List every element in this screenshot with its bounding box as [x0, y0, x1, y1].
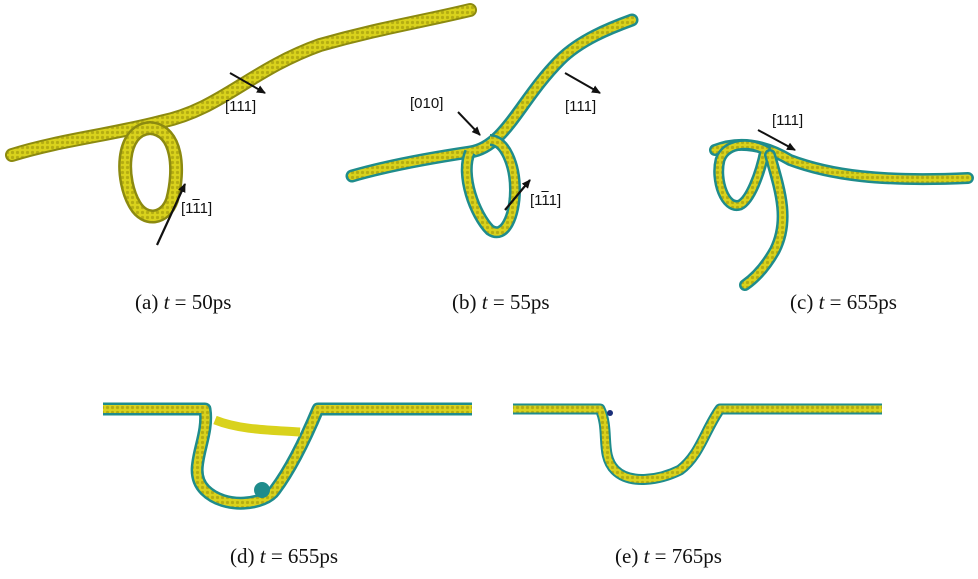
panel-d-dislocation-line [103, 402, 472, 510]
panel-b-label-111: [111] [565, 98, 597, 115]
caption-b: (b) t = 55ps [452, 290, 550, 314]
panel-c-arrow-111 [757, 129, 796, 151]
panel-b-arrow-1m11 [504, 179, 531, 211]
panel-a-arrow-1m11 [156, 183, 186, 246]
panel-e-graphic [513, 403, 882, 485]
panel-b-arrow-111 [564, 72, 601, 94]
panel-c-graphic [709, 129, 974, 291]
panel-d-cluster [254, 482, 270, 498]
panel-a-graphic [5, 3, 477, 246]
caption-c: (c) t = 655ps [790, 290, 897, 314]
panel-d-graphic [103, 402, 472, 510]
panel-a-arrow-111 [229, 72, 266, 94]
caption-d: (d) t = 655ps [230, 544, 339, 568]
panel-b-graphic [345, 13, 639, 239]
panel-a-label-111: [111] [225, 98, 257, 115]
panel-c-label-111: [111] [772, 112, 804, 129]
panel-d-inner-segment [213, 415, 301, 437]
caption-e: (e) t = 765ps [615, 544, 722, 568]
panel-a-label-1-bar1-1: [111] [181, 200, 213, 217]
panel-b-arrow-010 [457, 111, 481, 136]
panel-b-label-1-bar1-1: [111] [530, 192, 562, 209]
caption-a: (a) t = 50ps [135, 290, 232, 314]
panel-b-label-010: [010] [410, 95, 444, 112]
panel-e-defect [607, 410, 613, 416]
